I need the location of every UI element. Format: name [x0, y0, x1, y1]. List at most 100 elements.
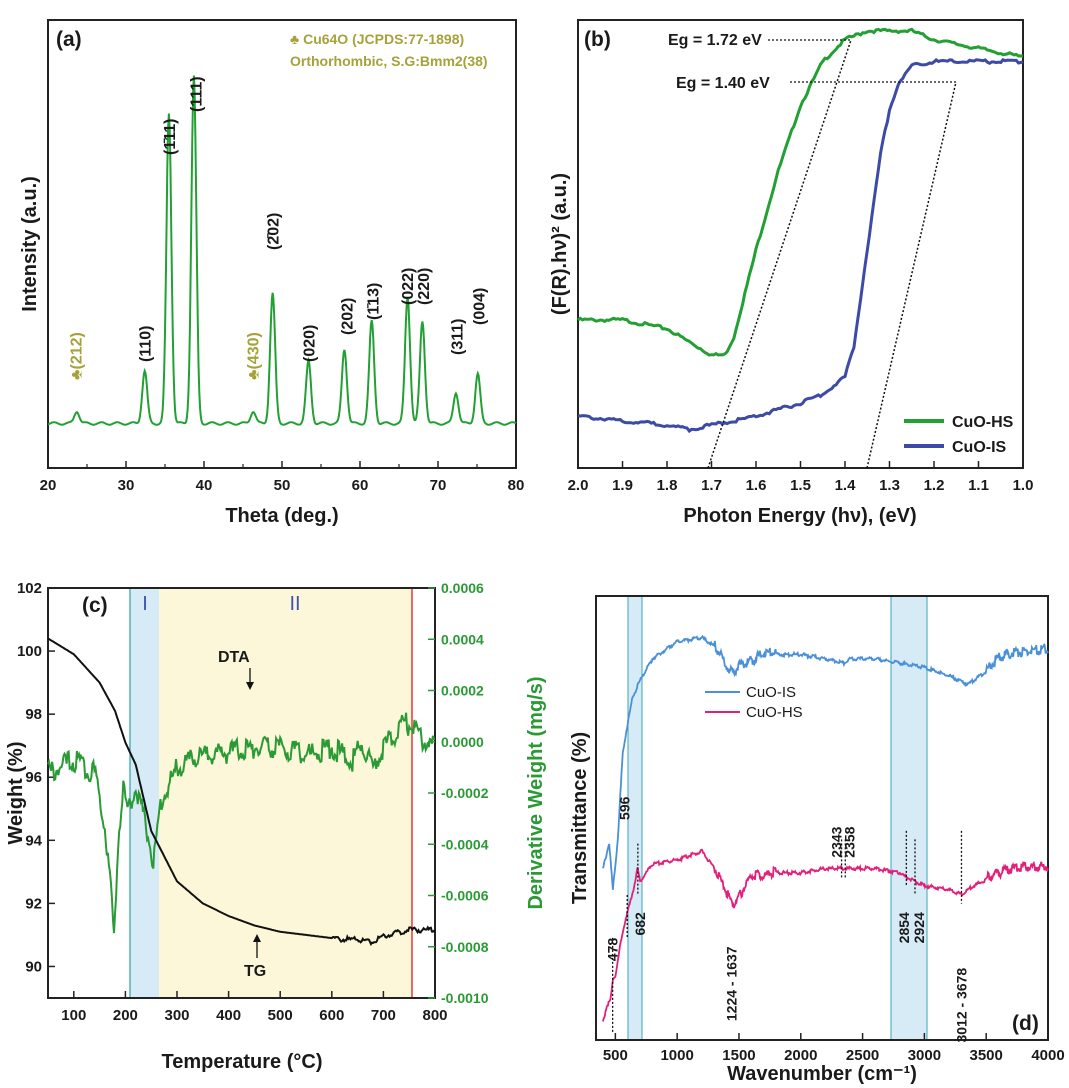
panel-a-legend-2: Orthorhombic, S.G:Bmm2(38)	[290, 53, 488, 69]
panel-d-frame	[595, 595, 1049, 1041]
panel-b-label: (b)	[584, 28, 611, 51]
panel-a-peak-label: ♣(212)	[68, 332, 85, 380]
panel-c-ytick-right-label: 0.0002	[441, 683, 484, 699]
panel-b-xtick-label: 1.6	[746, 477, 767, 494]
panel-a-xtick-label: 70	[430, 477, 447, 494]
panel-a-ylabel: Intensity (a.u.)	[19, 176, 41, 312]
panel-c-ylabel-right: Derivative Weight (mg/s)	[525, 676, 547, 909]
panel-d-xlabel: Wavenumber (cm⁻¹)	[727, 1063, 917, 1085]
panel-a-peak-label: (110)	[138, 326, 155, 362]
panel-d-band-label: 2854	[896, 912, 912, 943]
panel-d-xticks: 500 1000 1500 2000 2500 3000 3500 4000	[603, 1033, 1065, 1064]
panel-b-xtick-label: 1.1	[968, 477, 989, 494]
panel-a-peak-label: (1̄13)	[365, 283, 382, 320]
panel-c-xtick-label: 600	[319, 1007, 344, 1024]
panel-d-band-label: 3012 - 3678	[953, 968, 969, 1043]
panel-c-region-2: II	[289, 593, 300, 615]
panel-c-ytick-left-label: 92	[25, 895, 42, 912]
panel-d-xtick-label: 1500	[722, 1047, 755, 1064]
panel-b-xtick-label: 2.0	[568, 477, 589, 494]
panel-d-cuo-is-line	[602, 634, 1049, 890]
panel-c-dta-label: DTA	[218, 649, 250, 666]
panel-b-cuo-is-line	[577, 57, 1024, 434]
panel-c-tg-label: TG	[244, 963, 266, 980]
panel-d-xtick-label: 4000	[1031, 1047, 1064, 1064]
panel-a-peak-label: (020)	[302, 325, 319, 362]
panel-c-shade-2	[159, 588, 412, 998]
panel-c-ytick-left-label: 94	[25, 832, 42, 849]
panel-b-legend-hs: CuO-HS	[952, 414, 1014, 431]
panel-c-ytick-right-label: -0.0006	[441, 888, 489, 904]
panel-c-yticks-left: 90 92 94 96 98 100 102	[17, 580, 55, 975]
panel-a-peak-labels: ♣(212) (110) (1̄11) (111) ♣(430) (2̄02) (020) (…	[68, 76, 488, 380]
panel-d-xtick-label: 3500	[970, 1047, 1003, 1064]
panel-a-legend-1: ♣ Cu64O (JCPDS:77-1898)	[290, 31, 464, 47]
panel-c-xtick-label: 400	[216, 1007, 241, 1024]
panel-c-xtick-label: 200	[113, 1007, 138, 1024]
panel-c-label: (c)	[82, 594, 108, 617]
panel-d-xtick-label: 500	[603, 1047, 628, 1064]
panel-c-ytick-right-label: 0.0000	[441, 734, 484, 750]
panel-b: 2.0 1.9 1.8 1.7 1.6 1.5 1.4 1.3 1.2 1.1 1.0 (b) Eg…	[549, 19, 1033, 527]
panel-d-band-label: 2343	[829, 826, 845, 857]
panel-b-legend-is: CuO-IS	[952, 439, 1007, 456]
panel-a-peak-label: (2̄02)	[266, 213, 283, 250]
panel-b-xtick-label: 1.4	[835, 477, 857, 494]
panel-a-xtick-label: 50	[274, 477, 291, 494]
panel-d-band-label: 596	[616, 796, 632, 820]
panel-c-ytick-right-label: -0.0008	[441, 939, 489, 955]
panel-d-band-label: 2358	[842, 826, 858, 857]
panel-c-xtick-label: 500	[268, 1007, 293, 1024]
panel-d-xtick-label: 3000	[908, 1047, 941, 1064]
panel-b-xtick-label: 1.7	[701, 477, 722, 494]
panel-c-xtick-label: 700	[371, 1007, 396, 1024]
panel-b-xtick-label: 1.5	[790, 477, 811, 494]
panel-c-xlabel: Temperature (°C)	[162, 1051, 323, 1073]
panel-b-tangent-hs	[707, 39, 852, 469]
panel-c-ytick-left-label: 90	[25, 958, 42, 975]
panel-a-label: (a)	[56, 28, 82, 51]
panel-c-yticks-right: -0.0010 -0.0008 -0.0006 -0.0004 -0.0002 0.000…	[428, 580, 489, 1006]
panel-b-xtick-label: 1.2	[924, 477, 945, 494]
panel-d-xtick-label: 2500	[846, 1047, 879, 1064]
panel-c-region-1: I	[142, 593, 148, 615]
panel-c-xtick-label: 800	[422, 1007, 447, 1024]
panel-a-xtick-label: 80	[508, 477, 525, 494]
panel-c-ytick-right-label: -0.0004	[441, 836, 489, 852]
panel-b-eg2: Eg = 1.40 eV	[676, 75, 770, 92]
panel-b-eg1: Eg = 1.72 eV	[668, 32, 762, 49]
panel-b-xtick-label: 1.9	[612, 477, 633, 494]
panel-a: 20 30 40 50 60 70 80 (a) ♣ Cu64O (JCPDS:77-189…	[19, 19, 525, 527]
panel-c-tg-arrowhead	[253, 934, 261, 942]
panel-c-dta-arrowhead	[246, 682, 254, 690]
panel-c-ytick-left-label: 102	[17, 580, 42, 597]
panel-c: 100 200 300 400 500 600 700 800 909294969810010…	[5, 580, 547, 1073]
panel-a-xtick-label: 60	[352, 477, 369, 494]
panel-d-legend-hs: CuO-HS	[746, 704, 803, 721]
panel-a-xrd-line	[47, 75, 517, 426]
panel-c-ytick-left-label: 96	[25, 769, 42, 786]
panel-a-xtick-label: 30	[118, 477, 135, 494]
panel-c-ytick-right-label: -0.0010	[441, 990, 489, 1006]
panel-a-xtick-label: 40	[196, 477, 213, 494]
panel-a-xlabel: Theta (deg.)	[225, 505, 338, 527]
panel-a-peak-label: (111)	[188, 76, 205, 112]
panel-c-ytick-right-label: -0.0002	[441, 785, 489, 801]
panel-d-ylabel: Transmittance (%)	[569, 732, 591, 904]
panel-c-ytick-left-label: 98	[25, 706, 42, 723]
panel-b-xlabel: Photon Energy (hν), (eV)	[683, 505, 916, 527]
panel-a-xtick-label: 20	[40, 477, 57, 494]
panel-d-cuo-hs-line	[602, 848, 1049, 1022]
panel-c-ytick-right-label: 0.0006	[441, 580, 484, 596]
panel-d-xtick-label: 1000	[660, 1047, 693, 1064]
panel-c-xticks: 100 200 300 400 500 600 700 800	[61, 991, 448, 1024]
panel-b-xticks: 2.0 1.9 1.8 1.7 1.6 1.5 1.4 1.3 1.2 1.1 1.0	[568, 461, 1033, 494]
panel-c-ytick-left-label: 100	[17, 643, 42, 660]
panel-a-xticks: 20 30 40 50 60 70 80	[40, 461, 525, 494]
panel-c-ylabel-left: Weight (%)	[5, 742, 27, 845]
panel-b-cuo-hs-line	[577, 27, 1024, 357]
panel-a-peak-label: (022)	[400, 268, 417, 305]
panel-d-label: (d)	[1012, 1012, 1039, 1035]
panel-d-band-label: 478	[605, 938, 621, 962]
